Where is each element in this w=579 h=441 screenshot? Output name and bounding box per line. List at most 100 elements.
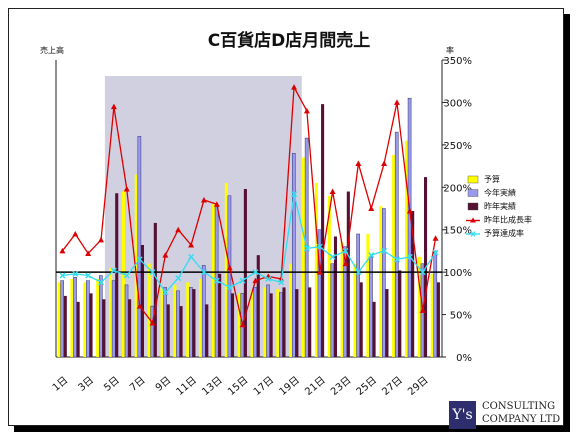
point-昨年比成長率 <box>175 226 182 233</box>
logo-line-2: COMPANY LTD <box>482 414 561 425</box>
legend-label: 今年実績 <box>484 188 516 198</box>
bar-今年実績 <box>73 276 77 358</box>
point-予算達成率 <box>368 252 375 259</box>
x-tick-label: 9日 <box>154 375 174 394</box>
bar-予算 <box>263 287 267 357</box>
legend-swatch <box>467 189 479 197</box>
bar-昨年実績 <box>321 104 325 357</box>
bar-今年実績 <box>407 97 412 358</box>
point-昨年比成長率 <box>149 320 156 326</box>
point-予算達成率 <box>213 277 220 284</box>
bar-予算 <box>83 282 87 357</box>
line-予算達成率 <box>62 193 437 294</box>
y2-tick-label: 250% <box>443 141 472 152</box>
bar-昨年実績 <box>115 193 119 357</box>
point-予算達成率 <box>316 243 323 250</box>
bar-昨年実績 <box>282 287 286 357</box>
legend-marker <box>470 217 476 223</box>
x-tick-label: 3日 <box>76 375 96 394</box>
bar-予算 <box>289 263 293 357</box>
bar-昨年実績 <box>411 211 415 357</box>
plot-area: 0%50%100%150%200%250%300%350%1日 3日 5日 7日 9日 1… <box>51 56 532 398</box>
point-昨年比成長率 <box>72 230 79 237</box>
bar-予算 <box>430 273 434 357</box>
bar-今年実績 <box>98 275 103 358</box>
bar-昨年実績 <box>76 301 80 357</box>
point-予算達成率 <box>136 256 143 263</box>
legend-swatch <box>467 175 479 184</box>
x-tick-label: 19日 <box>277 375 301 398</box>
bar-昨年実績 <box>385 289 389 357</box>
x-tick-label: 15日 <box>226 375 250 398</box>
bar-予算 <box>250 290 254 357</box>
point-昨年比成長率 <box>123 185 130 192</box>
bar-今年実績 <box>394 131 399 358</box>
bar-昨年実績 <box>243 188 247 357</box>
bar-昨年実績 <box>256 255 260 357</box>
bar-予算 <box>366 233 370 357</box>
point-予算達成率 <box>123 272 130 279</box>
bar-予算 <box>224 183 228 357</box>
y2-tick-label: 350% <box>443 56 472 67</box>
bar-昨年実績 <box>308 287 312 357</box>
point-昨年比成長率 <box>329 188 336 195</box>
legend-label: 昨年比成長率 <box>484 215 532 225</box>
legend-label: 昨年実績 <box>484 201 516 211</box>
bar-今年実績 <box>86 280 90 358</box>
point-予算達成率 <box>162 289 169 296</box>
point-昨年比成長率 <box>316 269 323 275</box>
point-予算達成率 <box>342 247 349 254</box>
bar-予算 <box>199 278 203 357</box>
point-昨年比成長率 <box>381 160 388 167</box>
legend-swatch <box>467 202 479 211</box>
bar-昨年実績 <box>359 282 363 357</box>
x-tick-label: 27日 <box>380 375 404 398</box>
bar-予算 <box>96 278 100 357</box>
bar-予算 <box>70 278 74 357</box>
point-昨年比成長率 <box>226 264 233 271</box>
x-tick-label: 29日 <box>406 375 430 398</box>
point-昨年比成長率 <box>419 307 426 313</box>
bar-昨年実績 <box>372 301 376 357</box>
bar-昨年実績 <box>346 191 350 357</box>
bar-昨年実績 <box>269 293 273 357</box>
point-昨年比成長率 <box>406 208 413 214</box>
bar-今年実績 <box>330 263 335 358</box>
legend-label: 予算達成率 <box>484 228 524 238</box>
bar-昨年実績 <box>102 299 106 357</box>
bar-今年実績 <box>111 280 116 358</box>
bar-予算 <box>109 267 113 357</box>
point-予算達成率 <box>278 279 285 286</box>
point-昨年比成長率 <box>110 103 117 110</box>
legend-marker <box>470 231 476 237</box>
point-予算達成率 <box>175 275 182 282</box>
bar-今年実績 <box>266 284 270 358</box>
bar-昨年実績 <box>153 222 157 357</box>
point-昨年比成長率 <box>239 321 246 328</box>
x-tick-label: 7日 <box>128 375 148 394</box>
bar-昨年実績 <box>230 293 235 357</box>
x-tick-label: 11日 <box>175 375 199 398</box>
bar-予算 <box>379 205 383 357</box>
point-予算達成率 <box>226 284 233 291</box>
bar-昨年実績 <box>166 304 170 357</box>
bar-昨年実績 <box>140 244 145 357</box>
point-予算達成率 <box>265 275 272 282</box>
point-予算達成率 <box>419 269 426 276</box>
bar-今年実績 <box>291 153 296 358</box>
y2-tick-label: 300% <box>443 98 472 109</box>
x-tick-label: 23日 <box>329 375 353 398</box>
y2-axis-label: 率 <box>446 45 454 55</box>
bar-今年実績 <box>60 280 64 358</box>
bar-今年実績 <box>189 287 193 358</box>
point-昨年比成長率 <box>98 236 105 243</box>
bar-予算 <box>186 282 190 357</box>
bar-今年実績 <box>356 233 360 358</box>
x-tick-label: 25日 <box>355 375 379 398</box>
bar-今年実績 <box>176 290 180 358</box>
bar-予算 <box>57 282 61 357</box>
bar-昨年実績 <box>333 236 338 357</box>
bar-予算 <box>404 140 409 357</box>
point-昨年比成長率 <box>393 99 400 105</box>
y-axis-label: 売上高 <box>40 45 64 55</box>
